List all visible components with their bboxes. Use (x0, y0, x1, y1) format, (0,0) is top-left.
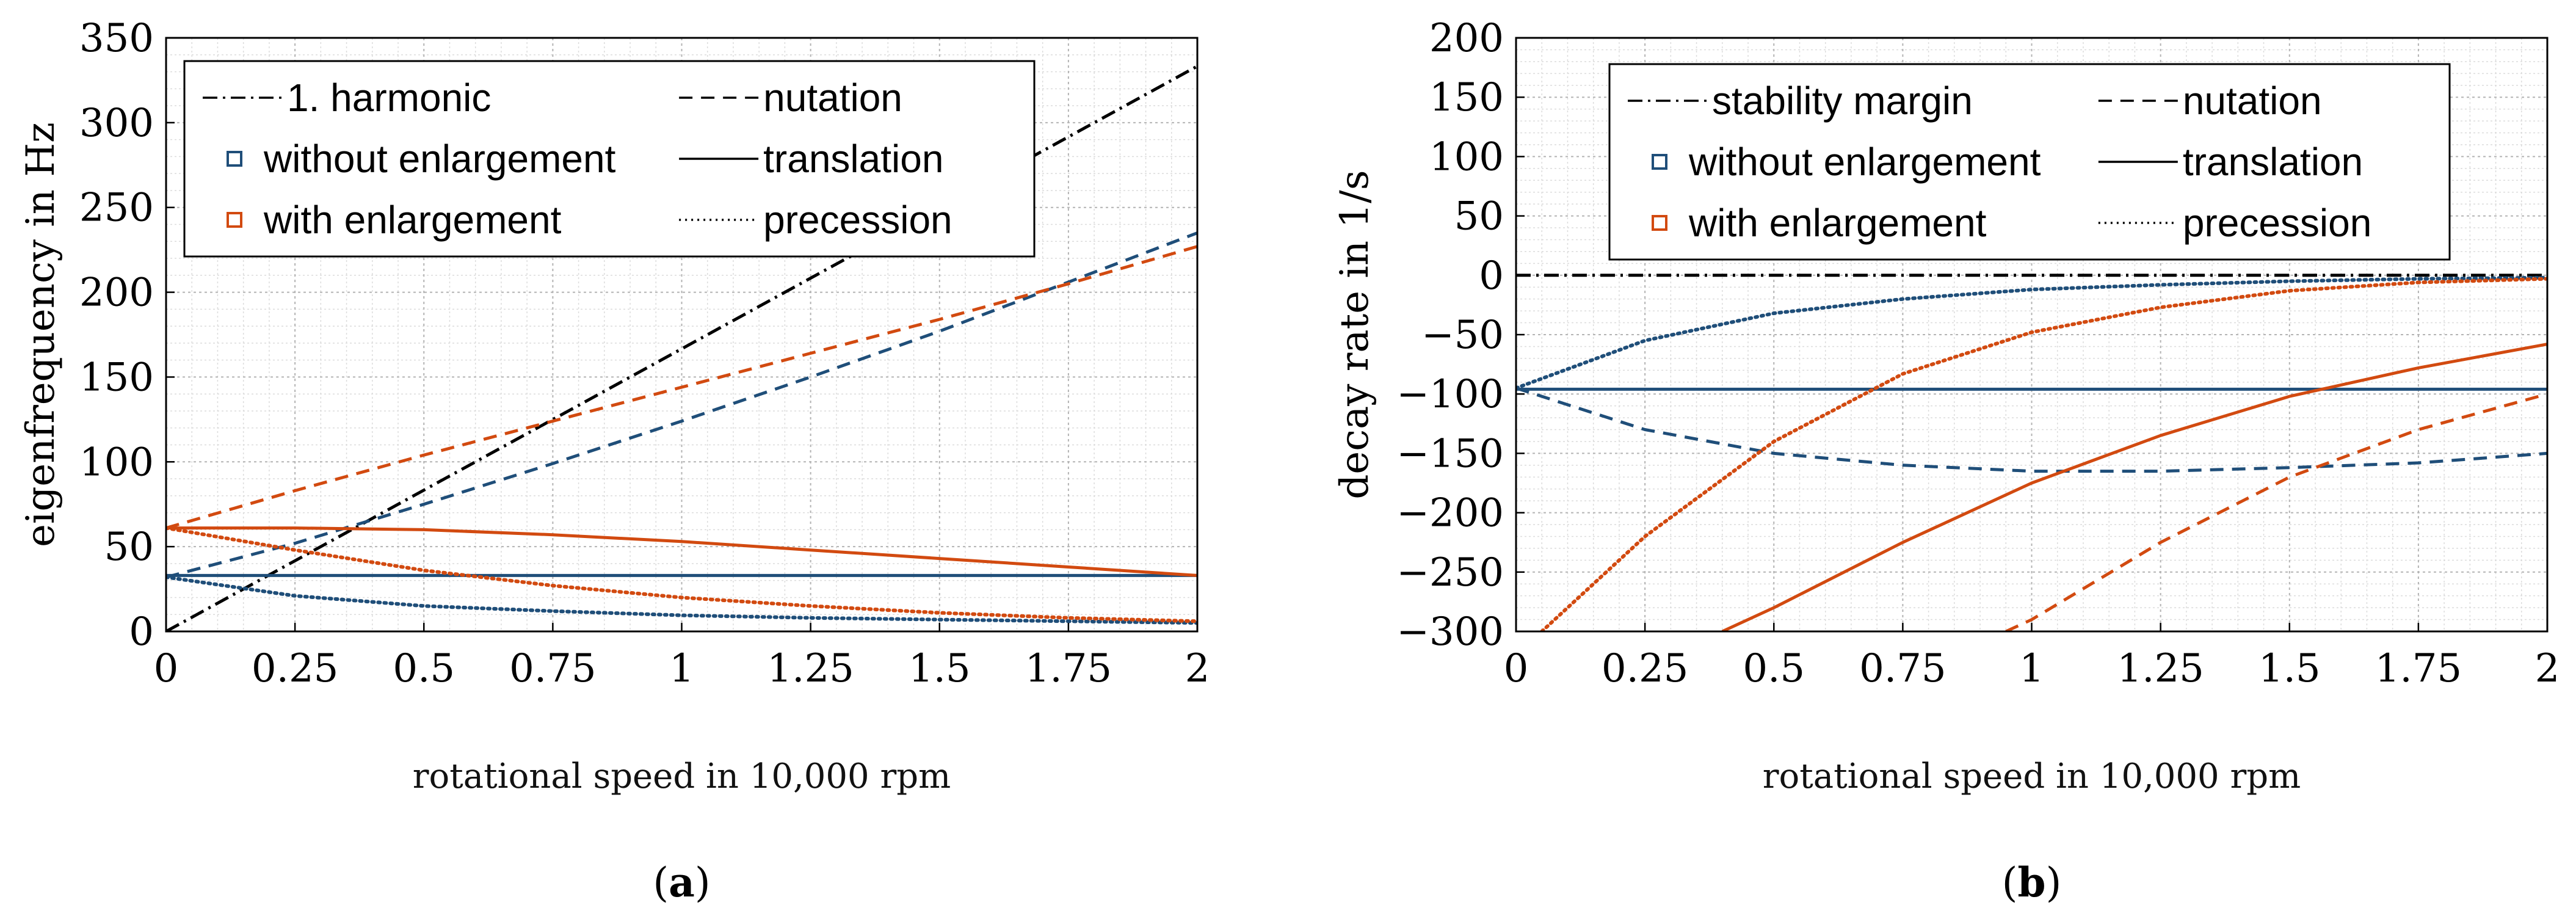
y-tick-label: 300 (79, 101, 154, 146)
series-nutation-without-enlargement (1516, 387, 2547, 473)
legend: stability margin without enlargement with … (1608, 63, 2451, 261)
y-tick-label: 250 (79, 186, 154, 231)
legend-marker-square (227, 212, 242, 228)
y-tick-label: 150 (1429, 75, 1504, 120)
series-nutation-with-enlargement (2005, 392, 2547, 631)
y-tick-label: −50 (1421, 313, 1504, 358)
legend-box (1608, 63, 2451, 261)
y-tick-label: 150 (79, 355, 154, 400)
x-tick-label: 0 (1504, 646, 1529, 691)
series-precession-with-enlargement (1540, 277, 2547, 631)
y-tick-label: 100 (79, 440, 154, 485)
x-tick-label: 1.25 (2117, 646, 2204, 691)
x-tick-label: 1 (669, 646, 694, 691)
y-axis-label: eigenfrequency in Hz (18, 122, 63, 547)
chart-decay-rate: 0 0.25 0.5 0.75 1 1.25 1.5 1.75 2 −300 −250 −200 −15… (1332, 16, 2560, 906)
y-tick-label: 0 (1479, 253, 1504, 299)
x-tick-label: 0.25 (252, 646, 339, 691)
x-tick-label: 0.25 (1602, 646, 1689, 691)
legend-marker-square (1652, 154, 1667, 170)
y-tick-label: 50 (1454, 194, 1504, 239)
legend: 1. harmonic without enlargement with enlar… (183, 60, 1036, 258)
series-nutation-without-enlargement (166, 231, 1197, 579)
x-tick-label: 1.5 (909, 646, 971, 691)
x-tick-label: 0 (154, 646, 179, 691)
panel-label: (b) (2002, 859, 2062, 906)
x-tick-label: 2 (2535, 646, 2560, 691)
legend-marker-square (227, 151, 242, 167)
y-tick-label: 200 (1429, 16, 1504, 61)
legend-label: translation (763, 137, 943, 181)
legend-label: translation (2183, 140, 2363, 184)
legend-label: nutation (763, 76, 902, 120)
series-precession-without-enlargement (166, 575, 1197, 625)
series-precession-with-enlargement (166, 526, 1197, 623)
series-translation-with-enlargement (1721, 343, 2547, 631)
x-tick-label: 1.5 (2259, 646, 2321, 691)
y-axis-label: decay rate in 1/s (1332, 170, 1377, 499)
legend-label: precession (763, 198, 952, 242)
chart-eigenfrequency: 0 0.25 0.5 0.75 1 1.25 1.5 1.75 2 0 50 100 150 200 250… (18, 16, 1210, 906)
x-tick-label: 1 (2019, 646, 2044, 691)
x-axis-label: rotational speed in 10,000 rpm (413, 757, 951, 796)
x-axis-label: rotational speed in 10,000 rpm (1763, 757, 2301, 796)
x-tick-label: 1.75 (2375, 646, 2462, 691)
x-tick-label: 0.75 (1859, 646, 1947, 691)
legend-label: 1. harmonic (287, 76, 491, 120)
legend-label: precession (2183, 201, 2372, 245)
legend-label: without enlargement (263, 137, 616, 181)
y-tick-label: −300 (1396, 609, 1504, 655)
y-tick-label: −100 (1396, 372, 1504, 417)
panel-label: (a) (653, 859, 710, 906)
series-nutation-with-enlargement (166, 245, 1197, 530)
series-group (166, 65, 1197, 631)
legend-label: with enlargement (1688, 201, 1987, 245)
legend-marker-square (1652, 215, 1667, 231)
series-precession-without-enlargement (1516, 275, 2547, 390)
legend-box (183, 60, 1036, 258)
series-group (1516, 274, 2547, 631)
y-tick-label: −250 (1396, 550, 1504, 595)
y-tick-label: 50 (104, 525, 154, 570)
y-tick-label: 350 (79, 16, 154, 61)
x-tick-label: 0.5 (393, 646, 455, 691)
y-tick-label: 0 (129, 609, 154, 655)
x-tick-label: 2 (1185, 646, 1210, 691)
legend-label: stability margin (1712, 79, 1973, 123)
legend-label: nutation (2183, 79, 2322, 123)
y-tick-label: −200 (1396, 491, 1504, 536)
ticks: 0 0.25 0.5 0.75 1 1.25 1.5 1.75 2 −300 −250 −200 −15… (1396, 16, 2560, 691)
y-tick-label: −150 (1396, 431, 1504, 476)
legend-label: without enlargement (1688, 140, 2041, 184)
legend-label: with enlargement (263, 198, 562, 242)
series-translation-with-enlargement (166, 526, 1197, 577)
ticks: 0 0.25 0.5 0.75 1 1.25 1.5 1.75 2 0 50 100 150 200 250… (79, 16, 1210, 691)
y-tick-label: 200 (79, 271, 154, 316)
x-tick-label: 0.5 (1743, 646, 1805, 691)
y-tick-label: 100 (1429, 134, 1504, 180)
x-tick-label: 1.75 (1025, 646, 1112, 691)
x-tick-label: 1.25 (767, 646, 854, 691)
x-tick-label: 0.75 (509, 646, 597, 691)
